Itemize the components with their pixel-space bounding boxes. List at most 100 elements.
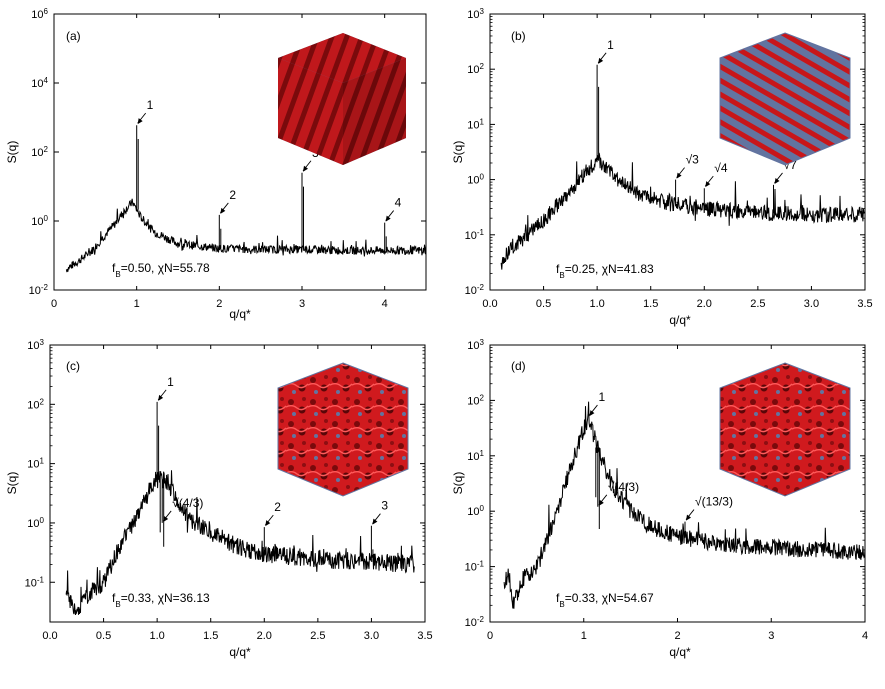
y-tick-label: 102 [31,145,48,160]
composition-label-d: fB=0.33, χN=54.67 [556,591,654,609]
peak-arrow-head [265,520,271,527]
panel-label-c: (c) [66,359,80,373]
y-tick-label: 10-2 [465,283,485,298]
peak-arrow-head [163,515,169,522]
peak-arrow-head [372,518,378,525]
panel-d: 0 1 2 3 4 10-2 10-1 100 101 102 103 √(4/3) √(13/3) 1… [451,338,868,660]
peak-annotations-c: 1 √(4/3) 2 3 [157,375,388,527]
ticks-a: 0 1 2 3 4 10-2 100 102 104 106 [29,7,426,310]
x-tick-label: 1 [134,298,140,310]
peak-arrow-head [137,118,143,125]
y-axis-label-a: S(q) [5,141,19,164]
peak-label: √(4/3) [172,496,203,510]
y-tick-label: 101 [467,117,484,132]
y-tick-label: 102 [27,397,44,412]
peak-arrow-head [676,172,682,179]
y-tick-label: 10-1 [465,227,485,242]
panel-label-d: (d) [511,359,526,373]
peak-arrow-head [598,499,604,506]
data-line-d [503,401,865,609]
x-tick-label: 3.5 [857,298,872,310]
panel-label-a: (a) [66,29,81,43]
panel-a: 0 1 2 3 4 10-2 100 102 104 106 1 2 3 4 (a) S(q) q/q*… [5,7,427,321]
y-tick-label: 100 [467,172,484,187]
plot-frame-c [49,344,426,623]
x-tick-label: 3.0 [364,630,379,642]
ticks-c: 0.0 0.5 1.0 1.5 2.0 2.5 3.0 3.5 10-1 100 101 102 103 [25,338,433,643]
y-tick-label: 10-1 [25,575,45,590]
peak-label: 1 [598,390,605,404]
x-tick-label: 1.5 [643,298,658,310]
x-tick-label: 0.5 [536,298,551,310]
panel-label-b: (b) [511,29,526,43]
x-tick-label: 3.0 [804,298,819,310]
data-line-b [500,64,865,270]
peak-label: 2 [274,500,281,514]
x-tick-label: 2.5 [750,298,765,310]
x-tick-label: 2.0 [697,298,712,310]
panel-c: 0.0 0.5 1.0 1.5 2.0 2.5 3.0 3.5 10-1 100 101 102 103… [5,338,433,660]
x-tick-label: 4 [382,298,388,310]
y-tick-label: 10-2 [465,615,485,630]
peak-arrow-head [705,181,711,188]
x-tick-label: 3 [768,630,774,642]
x-tick-label: 1.0 [589,298,604,310]
data-line-c [65,401,415,615]
y-axis-label-d: S(q) [451,472,465,495]
ticks-d: 0 1 2 3 4 10-2 10-1 100 101 102 103 [465,338,868,643]
x-axis-label-b: q/q* [669,313,691,327]
y-tick-label: 10-1 [465,559,485,574]
peak-arrow-head [303,165,308,172]
x-tick-label: 3.5 [417,630,432,642]
x-tick-label: 2.0 [257,630,272,642]
inset-lamellar-cube [278,33,406,165]
peak-annotations-d: √(4/3) √(13/3) 1 [589,390,733,521]
panel-b: 0.0 0.5 1.0 1.5 2.0 2.5 3.0 3.5 10-2 10-1 100 101 10… [451,7,873,328]
x-tick-label: 1 [581,630,587,642]
peak-label: √(13/3) [695,495,733,509]
y-tick-label: 103 [27,338,44,353]
x-tick-label: 0.0 [42,630,57,642]
peak-arrow-head [385,215,391,222]
inset-network-hexagon-d [719,362,851,497]
peak-arrow-head [158,394,164,401]
x-axis-label-a: q/q* [229,307,251,321]
y-tick-label: 102 [467,62,484,77]
x-tick-label: 2.5 [310,630,325,642]
x-axis-label-d: q/q* [669,645,691,659]
peak-label: 4 [395,196,402,210]
x-tick-label: 4 [862,630,868,642]
ticks-b: 0.0 0.5 1.0 1.5 2.0 2.5 3.0 3.5 10-2 10-1 100 101 10… [465,7,873,311]
composition-label-c: fB=0.33, χN=36.13 [112,591,210,609]
composition-label-b: fB=0.25, χN=41.83 [556,262,654,280]
y-tick-label: 102 [467,393,484,408]
peak-arrow-head [774,177,780,184]
peak-arrow-head [220,207,226,214]
x-tick-label: 0.0 [482,298,497,310]
plot-frame-b [489,13,866,291]
inset-cylinder-hexagon [719,32,851,166]
y-tick-label: 101 [27,456,44,471]
peak-arrow-head [686,514,691,521]
x-tick-label: 1.5 [203,630,218,642]
x-axis-label-c: q/q* [229,645,251,659]
peak-label: 1 [607,38,614,52]
data-line-a [65,125,426,273]
y-axis-label-c: S(q) [5,472,19,495]
peak-label: 1 [167,375,174,389]
peak-label: √3 [686,153,700,167]
peak-arrow-head [598,57,604,64]
y-tick-label: 103 [467,7,484,22]
y-axis-label-b: S(q) [451,141,465,164]
y-tick-label: 100 [31,214,48,229]
peak-label: √(4/3) [608,480,639,494]
peak-annotations-b: 1√3√4 √7 [597,38,797,188]
inset-network-hexagon-c [277,362,409,497]
peak-label: 1 [147,98,154,112]
x-tick-label: 3 [299,298,305,310]
x-tick-label: 2 [216,298,222,310]
y-tick-label: 100 [467,504,484,519]
x-tick-label: 0 [487,630,493,642]
x-tick-label: 2 [674,630,680,642]
